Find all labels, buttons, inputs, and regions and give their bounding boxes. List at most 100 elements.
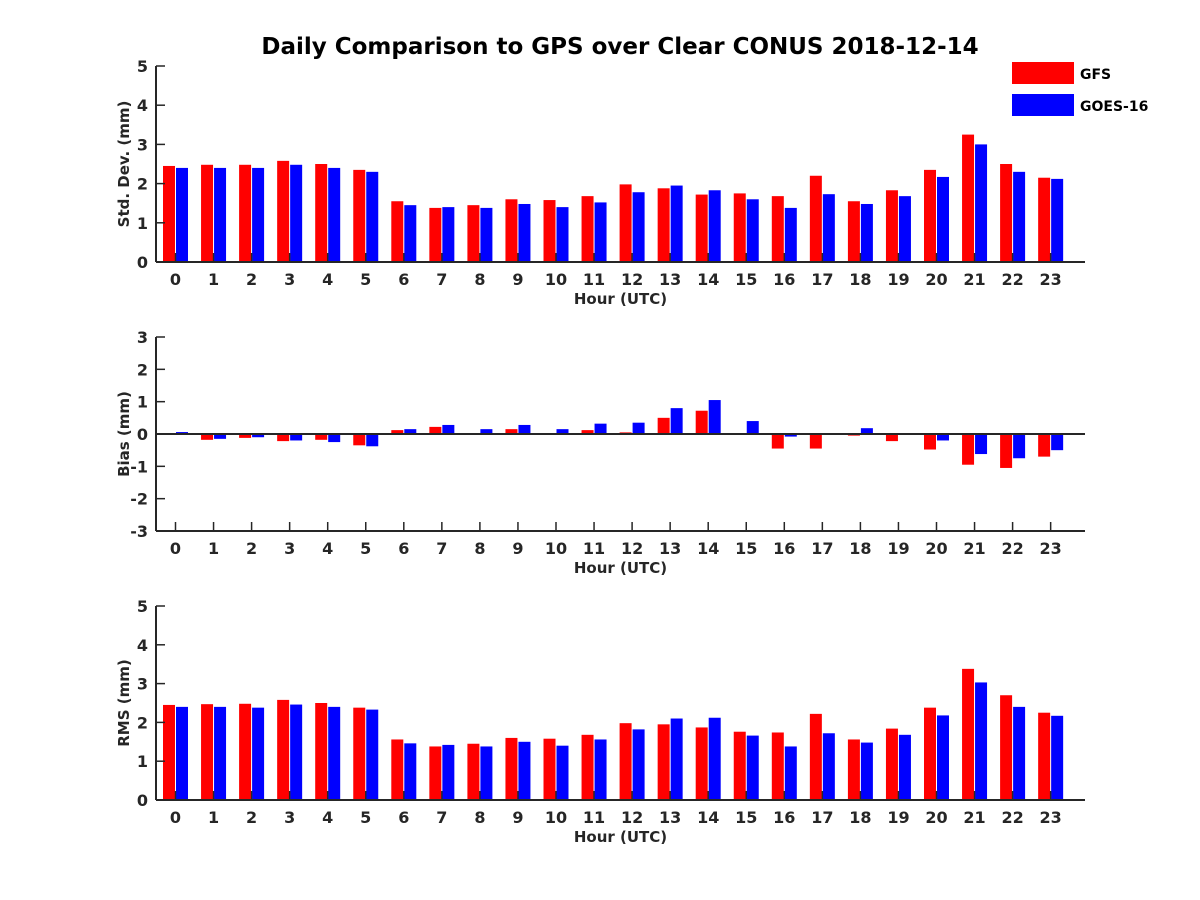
x-tick-label-stddev-7: 7 [436,270,447,289]
bar-stddev-goes16-10 [556,207,569,262]
bar-rms-gfs-11 [581,734,594,800]
bar-rms-goes16-1 [214,706,227,800]
x-tick-label-bias-3: 3 [284,539,295,558]
y-tick-label-rms-5: 5 [137,597,148,616]
x-axis-label-bias: Hour (UTC) [574,559,667,577]
y-axis-label-rms: RMS (mm) [115,659,133,746]
y-tick-label-bias-1: 1 [137,393,148,412]
bar-bias-goes16-9 [518,424,531,434]
bar-rms-gfs-23 [1038,712,1051,800]
bar-rms-gfs-7 [429,746,442,800]
bar-stddev-goes16-20 [937,176,949,262]
bar-bias-goes16-2 [252,434,265,438]
x-tick-label-rms-15: 15 [735,808,757,827]
bar-rms-goes16-11 [594,739,607,800]
bar-stddev-gfs-21 [962,134,975,262]
legend-swatch-goes16 [1012,94,1074,116]
bar-bias-gfs-20 [924,434,936,450]
bar-stddev-goes16-6 [404,205,417,262]
x-tick-label-stddev-14: 14 [697,270,719,289]
x-tick-label-rms-21: 21 [963,808,985,827]
x-tick-label-stddev-6: 6 [398,270,409,289]
x-tick-label-bias-12: 12 [621,539,643,558]
x-tick-label-stddev-8: 8 [474,270,485,289]
bar-stddev-gfs-20 [924,169,936,262]
y-tick-label-rms-1: 1 [137,752,148,771]
bar-bias-gfs-7 [429,426,442,434]
x-tick-label-stddev-1: 1 [208,270,219,289]
bar-rms-gfs-0 [163,704,175,800]
bar-bias-goes16-13 [670,408,683,434]
bar-bias-goes16-23 [1051,434,1064,451]
bar-stddev-gfs-17 [809,175,822,262]
bar-rms-goes16-10 [556,745,569,800]
bar-stddev-gfs-8 [467,205,480,262]
x-tick-label-rms-1: 1 [208,808,219,827]
x-tick-label-bias-10: 10 [545,539,567,558]
x-tick-label-stddev-15: 15 [735,270,757,289]
bar-rms-goes16-4 [328,706,341,800]
x-tick-label-stddev-3: 3 [284,270,295,289]
y-tick-label-stddev-0: 0 [137,253,148,272]
bar-rms-goes16-7 [442,744,455,800]
bar-stddev-goes16-21 [975,144,988,262]
bar-stddev-gfs-5 [353,169,366,262]
bar-bias-goes16-15 [746,421,759,434]
x-tick-label-bias-15: 15 [735,539,757,558]
bar-stddev-gfs-6 [391,201,404,262]
bar-bias-gfs-22 [1000,434,1013,468]
bar-stddev-gfs-4 [315,164,328,262]
bar-stddev-goes16-17 [822,194,835,262]
x-tick-label-bias-20: 20 [925,539,947,558]
x-tick-label-bias-19: 19 [887,539,909,558]
legend-label-goes16: GOES-16 [1080,99,1148,115]
bar-stddev-gfs-13 [657,188,670,262]
x-tick-label-rms-18: 18 [849,808,871,827]
x-tick-label-bias-17: 17 [811,539,833,558]
x-tick-label-rms-2: 2 [246,808,257,827]
x-tick-label-bias-11: 11 [583,539,605,558]
y-axis-label-stddev: Std. Dev. (mm) [115,101,133,228]
x-tick-label-bias-22: 22 [1001,539,1023,558]
bar-rms-gfs-6 [391,739,404,800]
bar-bias-goes16-8 [480,429,493,434]
y-tick-label-stddev-5: 5 [137,57,148,76]
x-tick-label-stddev-20: 20 [925,270,947,289]
bar-stddev-goes16-12 [632,192,645,262]
bar-stddev-goes16-8 [480,207,493,262]
y-tick-label-stddev-3: 3 [137,135,148,154]
bar-bias-goes16-21 [975,434,988,455]
chart-title: Daily Comparison to GPS over Clear CONUS… [261,34,978,60]
x-tick-label-stddev-11: 11 [583,270,605,289]
x-tick-label-stddev-5: 5 [360,270,371,289]
x-tick-label-rms-4: 4 [322,808,333,827]
legend-label-gfs: GFS [1080,67,1111,83]
x-tick-label-rms-20: 20 [925,808,947,827]
bar-stddev-gfs-12 [619,184,632,262]
x-tick-label-bias-1: 1 [208,539,219,558]
bar-rms-gfs-22 [1000,695,1013,800]
bar-rms-gfs-17 [809,713,822,800]
bar-stddev-gfs-3 [277,160,290,262]
x-tick-label-rms-8: 8 [474,808,485,827]
bar-stddev-goes16-23 [1051,178,1064,262]
x-tick-label-rms-5: 5 [360,808,371,827]
bar-stddev-gfs-0 [163,165,175,262]
x-tick-label-rms-17: 17 [811,808,833,827]
bar-rms-goes16-20 [937,715,949,800]
bar-stddev-goes16-0 [176,167,188,262]
bar-stddev-goes16-14 [708,190,721,262]
bar-stddev-goes16-7 [442,207,455,262]
y-tick-label-bias--2: -2 [130,490,148,509]
y-tick-label-rms-4: 4 [137,636,148,655]
bar-stddev-goes16-3 [290,164,303,262]
bar-bias-goes16-11 [594,423,607,434]
x-tick-label-bias-16: 16 [773,539,795,558]
x-tick-label-bias-7: 7 [436,539,447,558]
bar-bias-goes16-12 [632,422,645,434]
bar-stddev-goes16-15 [746,199,759,262]
bar-bias-gfs-13 [657,417,670,434]
bar-rms-gfs-13 [657,724,670,800]
